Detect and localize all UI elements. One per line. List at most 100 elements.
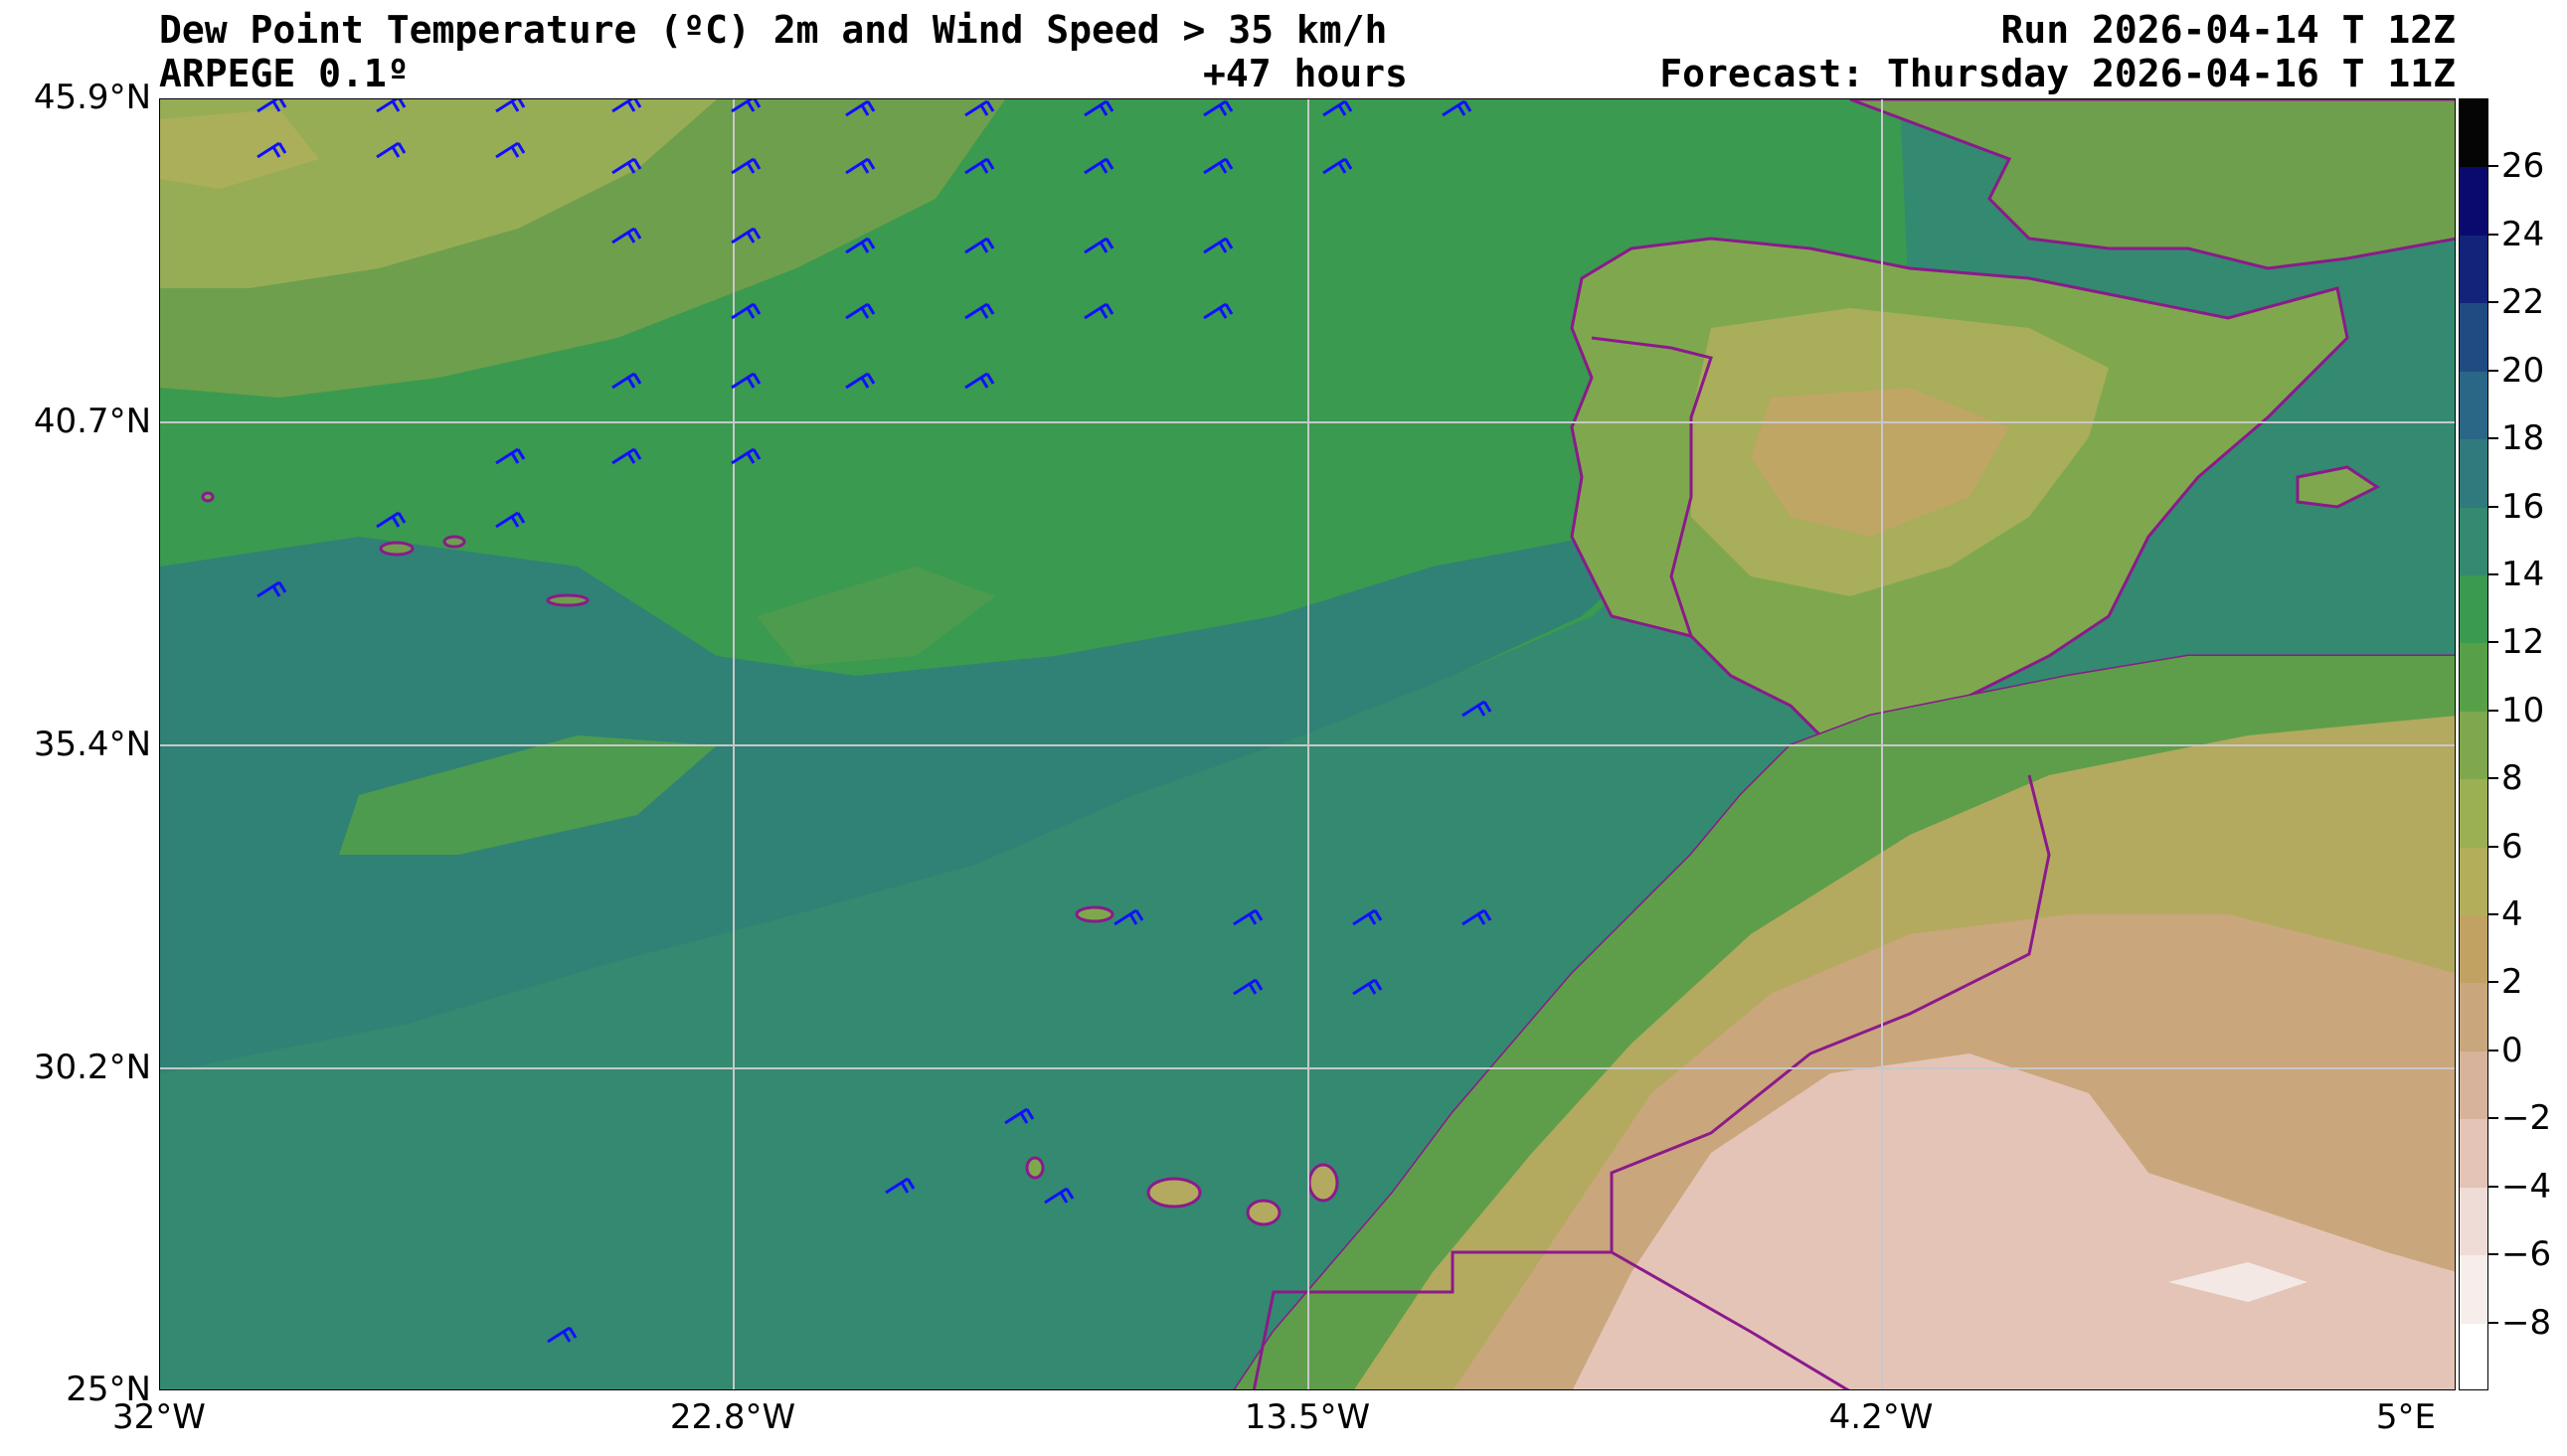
- colorbar-segment: [2460, 983, 2487, 1052]
- wind-barb: [1442, 99, 1472, 117]
- wind-barb: [547, 1326, 578, 1344]
- wind-barb: [495, 99, 526, 113]
- colorbar-tick: [2488, 301, 2498, 304]
- colorbar-tick: [2488, 1253, 2498, 1256]
- wind-barb: [611, 227, 642, 244]
- colorbar-tick-label: 24: [2501, 214, 2545, 254]
- wind-barb: [1352, 978, 1383, 996]
- colorbar-tick-label: 14: [2501, 554, 2545, 594]
- colorbar-tick: [2488, 437, 2498, 440]
- colorbar-segment: [2460, 1051, 2487, 1121]
- africa-coast-green: [1235, 656, 2455, 1389]
- run-time: Run 2026-04-14 T 12Z: [2000, 8, 2456, 52]
- wind-barb: [964, 157, 995, 175]
- wind-barb: [495, 141, 526, 159]
- colorbar-segment: [2460, 915, 2487, 985]
- colorbar-segment: [2460, 643, 2487, 713]
- lon-label-1: 32°W: [112, 1397, 206, 1437]
- canary-islands-2: [1246, 1199, 1282, 1226]
- colorbar-tick-label: −4: [2501, 1166, 2552, 1207]
- colorbar-tick: [2488, 505, 2498, 508]
- wind-barb: [257, 580, 287, 598]
- colorbar-segment: [2460, 779, 2487, 849]
- wind-barb: [611, 372, 642, 390]
- contour-band-6: [160, 109, 319, 189]
- wind-barb: [376, 141, 407, 159]
- colorbar-tick: [2488, 709, 2498, 712]
- wind-barb: [964, 99, 995, 117]
- wind-barb: [495, 511, 526, 529]
- colorbar-tick-label: 18: [2501, 418, 2545, 459]
- dew-point-map[interactable]: [159, 98, 2456, 1390]
- wind-barb: [1084, 99, 1114, 117]
- desert-very-dry: [1573, 1053, 2455, 1389]
- colorbar-segment: [2460, 574, 2487, 645]
- wind-barb: [1084, 237, 1114, 254]
- colorbar-tick-label: 12: [2501, 622, 2545, 663]
- wind-barb: [1203, 99, 1234, 117]
- contour-patch-12b: [757, 566, 995, 666]
- wind-barb: [731, 372, 762, 390]
- colorbar-segment: [2460, 167, 2487, 237]
- wind-barb: [964, 237, 995, 254]
- colorbar-tick: [2488, 1049, 2498, 1052]
- azores-4: [201, 491, 215, 503]
- wind-barb: [1233, 978, 1264, 996]
- wind-barb: [1233, 908, 1264, 926]
- colorbar-tick-label: 4: [2501, 894, 2523, 935]
- wind-barb: [1203, 157, 1234, 175]
- chart-title: Dew Point Temperature (ºC) 2m and Wind S…: [159, 8, 1388, 52]
- colorbar-segment: [2460, 371, 2487, 441]
- wind-barb: [731, 99, 762, 113]
- wind-barb: [964, 302, 995, 320]
- lat-label-1: 45.9°N: [33, 78, 151, 117]
- contour-patch-12a: [339, 735, 717, 855]
- wind-barb: [257, 99, 287, 113]
- desert-driest: [2168, 1262, 2308, 1302]
- colorbar-segment: [2460, 847, 2487, 917]
- colorbar-segment: [2460, 507, 2487, 576]
- colorbar-tick: [2488, 1185, 2498, 1188]
- wind-barb: [1322, 157, 1353, 175]
- colorbar-segment: [2460, 303, 2487, 373]
- colorbar-tick-label: 2: [2501, 962, 2523, 1003]
- wind-barb: [611, 99, 642, 113]
- azores-3: [546, 593, 590, 607]
- colorbar-tick-label: 10: [2501, 690, 2545, 730]
- model-name: ARPEGE 0.1º: [159, 52, 410, 95]
- wind-barb: [1203, 237, 1234, 254]
- forecast-time: Forecast: Thursday 2026-04-16 T 11Z: [1659, 52, 2456, 95]
- wind-barb: [611, 447, 642, 465]
- wind-barb: [376, 511, 407, 529]
- lat-label-3: 35.4°N: [33, 725, 151, 764]
- colorbar-tick: [2488, 641, 2498, 644]
- colorbar-segment: [2460, 1323, 2487, 1389]
- wind-barb: [1322, 99, 1353, 117]
- canary-islands-3: [1307, 1163, 1339, 1203]
- colorbar-tick-label: 16: [2501, 486, 2545, 527]
- colorbar-segment: [2460, 711, 2487, 781]
- wind-barb: [845, 157, 876, 175]
- morocco-algeria-border: [1610, 774, 2051, 1252]
- lon-label-4: 4.2°W: [1828, 1397, 1934, 1437]
- colorbar-tick-label: −2: [2501, 1098, 2552, 1139]
- colorbar-tick: [2488, 165, 2498, 168]
- wind-barb: [376, 99, 407, 113]
- colorbar-segment: [2460, 235, 2487, 305]
- colorbar-tick: [2488, 777, 2498, 780]
- balearic-islands: [2296, 465, 2380, 509]
- gridlines: [160, 99, 2455, 1389]
- wind-barb: [257, 141, 287, 159]
- map-canvas: [160, 99, 2455, 1389]
- colorbar-segment: [2460, 99, 2487, 169]
- wind-barb: [1044, 1187, 1075, 1205]
- colorbar-tick-label: −6: [2501, 1234, 2552, 1275]
- wind-barb: [611, 157, 642, 175]
- lead-time: +47 hours: [1203, 52, 1408, 95]
- canary-islands-4: [1025, 1156, 1045, 1180]
- colorbar-tick-label: 22: [2501, 282, 2545, 323]
- colorbar-tick: [2488, 845, 2498, 848]
- wind-barb: [964, 372, 995, 390]
- wind-barb: [495, 447, 526, 465]
- portugal-border: [1591, 336, 1713, 637]
